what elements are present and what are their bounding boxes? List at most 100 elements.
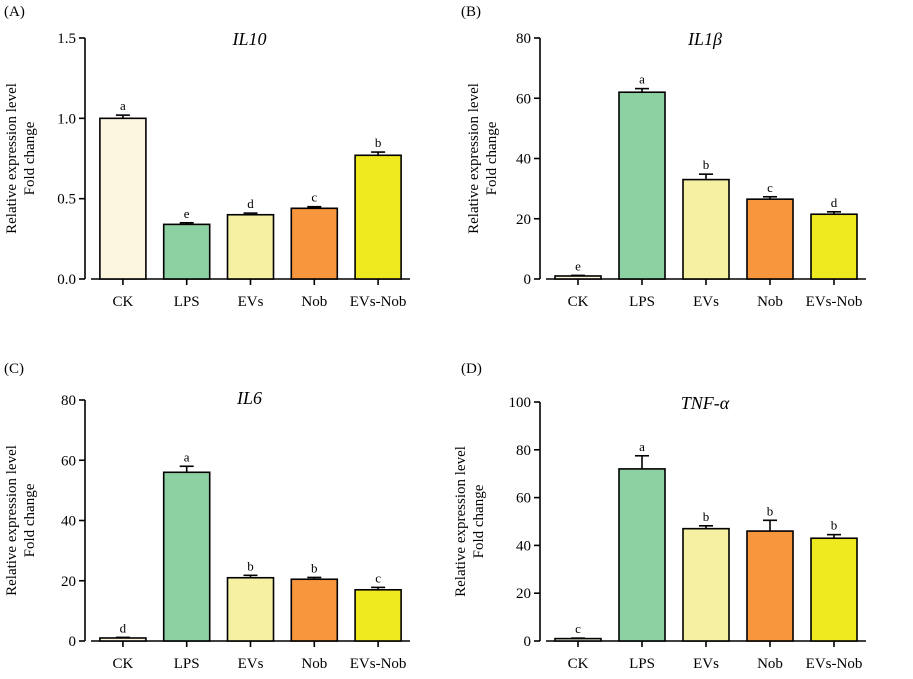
significance-label: b [767, 503, 774, 518]
bar-evs [226, 213, 275, 280]
bar-evs-nob [810, 537, 858, 642]
y-axis-label-line1: Relative expression level [4, 445, 20, 596]
bar-lps [162, 223, 211, 280]
chart-panel-2: (B) IL1β Relative expression level Fold cha… [461, 4, 866, 310]
x-tick-label: EVs-Nob [350, 294, 407, 310]
significance-label: b [375, 135, 382, 150]
significance-label: d [120, 620, 127, 635]
significance-label: b [831, 518, 838, 533]
panel-label: (B) [461, 4, 481, 20]
bar-nob [290, 578, 339, 642]
y-tick-label: 40 [516, 152, 531, 168]
y-axis-label-line1: Relative expression level [466, 83, 482, 234]
chart-panel-1: (A) IL10 Relative expression level Fold cha… [4, 4, 410, 310]
chart-title: IL6 [236, 388, 262, 408]
significance-label: b [311, 560, 318, 575]
x-tick-label: EVs [238, 656, 264, 672]
x-tick-label: CK [112, 294, 133, 310]
x-tick-label: Nob [757, 656, 783, 672]
bar-evs-nob [810, 213, 858, 280]
bar-ck [554, 637, 602, 642]
bar-nob [746, 530, 794, 642]
significance-label: d [831, 195, 838, 210]
y-tick-label: 0.0 [57, 272, 76, 288]
x-tick-label: EVs-Nob [806, 294, 863, 310]
y-tick-label: 0 [69, 634, 77, 650]
y-tick-label: 0 [524, 634, 532, 650]
y-tick-label: 1.5 [57, 31, 76, 47]
x-tick-label: LPS [174, 656, 200, 672]
x-tick-label: LPS [629, 656, 655, 672]
x-tick-label: Nob [301, 656, 327, 672]
chart-panel-4: (D) TNF-α Relative expression level Fold ch… [453, 361, 866, 672]
bar-evs-nob [354, 588, 402, 642]
panel-label: (A) [4, 4, 25, 20]
x-tick-label: CK [568, 656, 589, 672]
y-axis-label-line2: Fold change [22, 483, 38, 557]
y-tick-label: 80 [61, 393, 76, 409]
significance-label: c [575, 621, 581, 636]
panel-label: (C) [4, 361, 24, 377]
significance-label: b [247, 558, 254, 573]
y-tick-label: 60 [61, 453, 76, 469]
y-tick-label: 20 [516, 586, 531, 602]
significance-label: c [767, 180, 773, 195]
bar-lps [618, 468, 666, 642]
y-tick-label: 100 [509, 395, 532, 411]
bar-ck [554, 275, 602, 280]
y-tick-label: 1.0 [57, 111, 76, 127]
chart-panel-3: (C) IL6 Relative expression level Fold chan… [4, 361, 410, 672]
significance-label: e [575, 258, 581, 273]
y-axis-label-line2: Fold change [22, 121, 38, 195]
x-tick-label: EVs [693, 656, 719, 672]
y-axis-label-line2: Fold change [484, 121, 500, 195]
significance-label: a [120, 98, 126, 113]
bar-nob [746, 198, 794, 280]
significance-label: a [639, 72, 645, 87]
significance-label: a [184, 449, 190, 464]
significance-label: b [703, 157, 710, 172]
x-tick-label: EVs [238, 294, 264, 310]
x-tick-label: CK [568, 294, 589, 310]
x-tick-label: EVs-Nob [806, 656, 863, 672]
x-tick-label: EVs-Nob [350, 656, 407, 672]
bar-evs [682, 527, 730, 642]
y-axis-label-line2: Fold change [471, 484, 487, 558]
bar-evs [226, 576, 275, 642]
significance-label: a [639, 439, 645, 454]
x-tick-label: CK [112, 656, 133, 672]
significance-label: e [184, 206, 190, 221]
x-tick-label: LPS [174, 294, 200, 310]
chart-title: TNF-α [681, 393, 730, 413]
panel-label: (D) [461, 361, 482, 377]
bar-evs [682, 178, 730, 280]
bar-evs-nob [354, 154, 402, 280]
bar-ck [99, 637, 147, 642]
chart-title: IL1β [687, 29, 722, 49]
y-tick-label: 20 [516, 212, 531, 228]
y-tick-label: 80 [516, 31, 531, 47]
bar-lps [162, 471, 211, 642]
y-tick-label: 0 [524, 272, 532, 288]
bar-ck [99, 117, 147, 280]
significance-label: d [247, 196, 254, 211]
chart-title: IL10 [231, 29, 266, 49]
x-tick-label: Nob [301, 294, 327, 310]
y-tick-label: 40 [516, 538, 531, 554]
significance-label: c [311, 190, 317, 205]
bar-lps [618, 91, 666, 280]
y-axis-label-line1: Relative expression level [4, 83, 20, 234]
y-tick-label: 0.5 [57, 192, 76, 208]
x-tick-label: EVs [693, 294, 719, 310]
bar-nob [290, 207, 339, 280]
y-tick-label: 20 [61, 574, 76, 590]
x-tick-label: LPS [629, 294, 655, 310]
significance-label: b [703, 509, 710, 524]
y-tick-label: 80 [516, 443, 531, 459]
y-tick-label: 60 [516, 91, 531, 107]
y-tick-label: 60 [516, 491, 531, 507]
y-tick-label: 40 [61, 514, 76, 530]
y-axis-label-line1: Relative expression level [453, 446, 469, 597]
x-tick-label: Nob [757, 294, 783, 310]
